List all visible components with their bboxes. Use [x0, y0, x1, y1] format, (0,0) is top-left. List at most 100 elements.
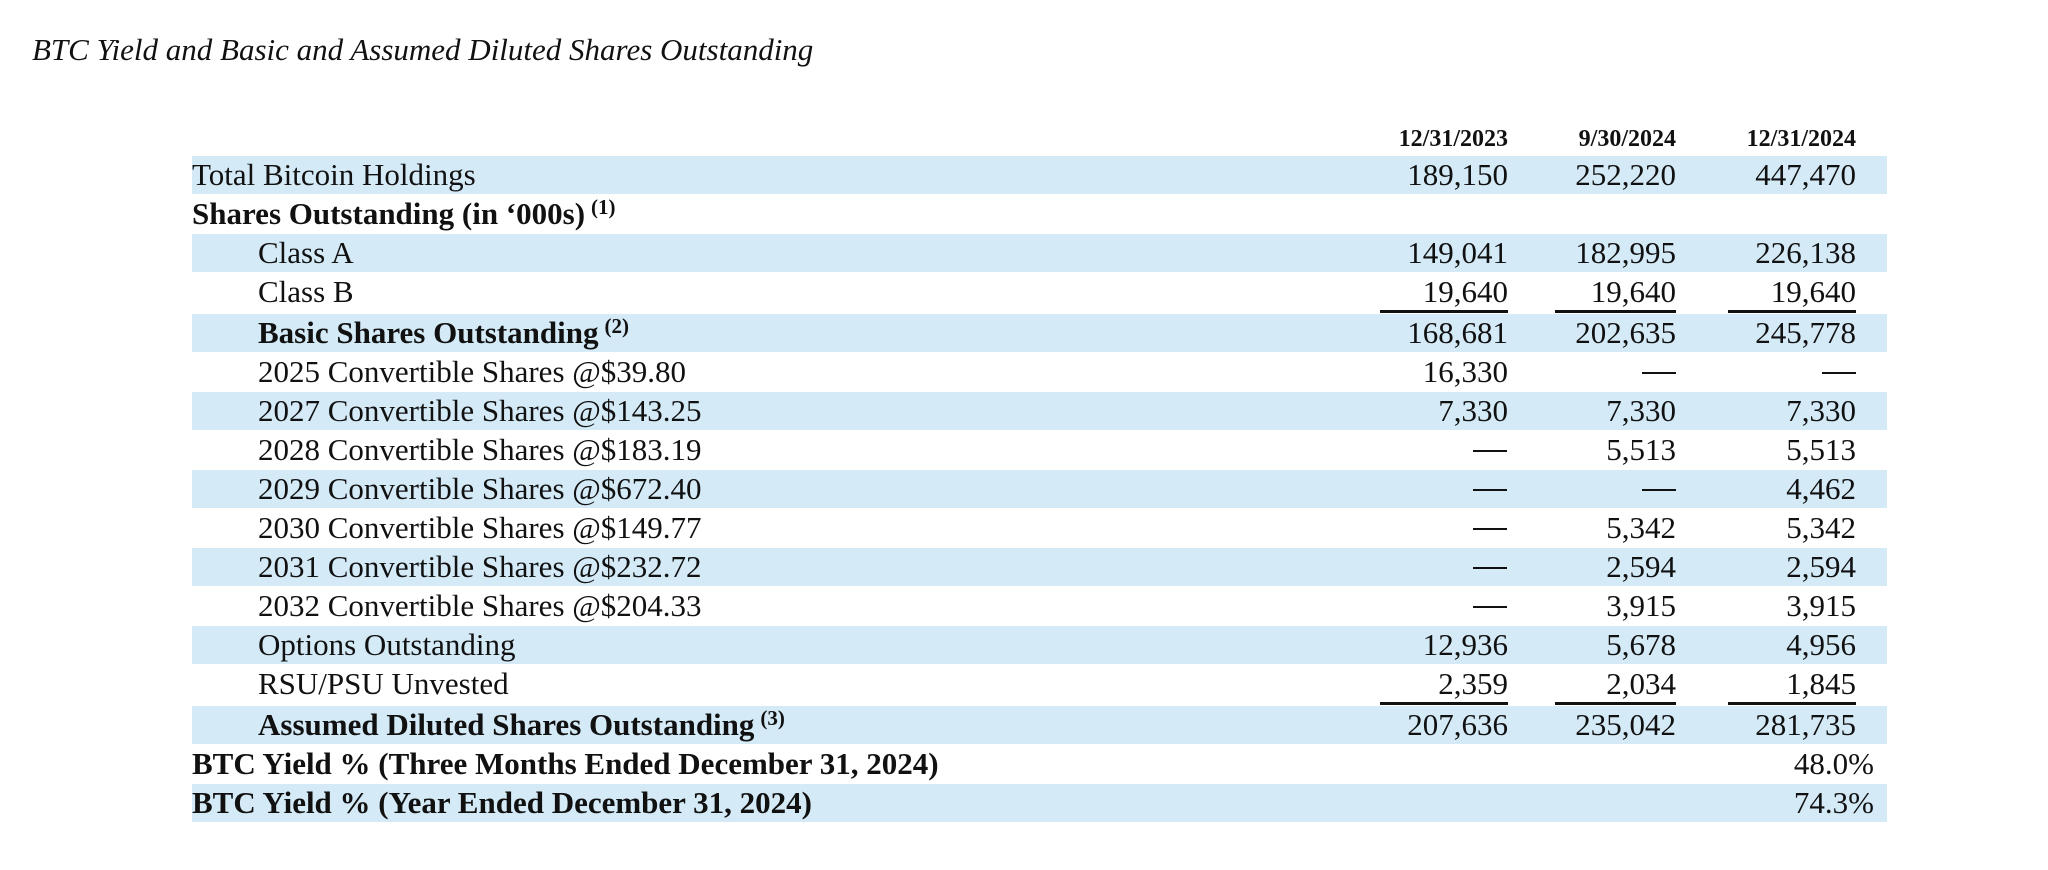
- table-row: BTC Yield % (Three Months Ended December…: [192, 745, 1887, 783]
- cell-value: 2,594: [1786, 549, 1856, 584]
- row-label: 2029 Convertible Shares @$672.40: [258, 470, 702, 508]
- cell-value: 74.3%: [1793, 785, 1874, 820]
- cell-value: 245,778: [1755, 315, 1856, 350]
- nil-dash: —: [1642, 372, 1676, 374]
- cell-value: 207,636: [1407, 707, 1508, 742]
- table-row: 2027 Convertible Shares @$143.25 7,330 7,3…: [192, 392, 1887, 430]
- cell-value: 2,034: [1606, 666, 1676, 701]
- row-label-text: Shares Outstanding (in ‘000s): [192, 196, 586, 231]
- cell-value: 5,342: [1606, 510, 1676, 545]
- row-label: Basic Shares Outstanding (2): [258, 314, 629, 355]
- cell-value: 5,678: [1606, 627, 1676, 662]
- cell-value: 189,150: [1407, 157, 1508, 192]
- cell-value: 19,640: [1770, 274, 1856, 309]
- row-label-text: 2029 Convertible Shares @$672.40: [258, 471, 702, 506]
- row-label-text: 2025 Convertible Shares @$39.80: [258, 354, 687, 389]
- table-row: Class A 149,041 182,995 226,138: [192, 234, 1887, 272]
- cell-value: 281,735: [1755, 707, 1856, 742]
- cell-value: 2,594: [1606, 549, 1676, 584]
- row-label-text: Total Bitcoin Holdings: [192, 157, 476, 192]
- subtotal-rule: [1728, 310, 1856, 313]
- cell-value: 19,640: [1590, 274, 1676, 309]
- row-label-text: Basic Shares Outstanding: [258, 315, 599, 350]
- row-label: Total Bitcoin Holdings: [192, 156, 476, 194]
- row-label: 2030 Convertible Shares @$149.77: [258, 509, 702, 547]
- cell-value: 149,041: [1407, 235, 1508, 270]
- nil-dash: —: [1642, 489, 1676, 491]
- cell-value: 3,915: [1606, 588, 1676, 623]
- cell-value: 5,342: [1786, 510, 1856, 545]
- cell-value: 447,470: [1755, 157, 1856, 192]
- row-label-text: 2028 Convertible Shares @$183.19: [258, 432, 702, 467]
- table-title: BTC Yield and Basic and Assumed Diluted …: [32, 32, 814, 67]
- row-label: Class A: [258, 234, 354, 272]
- subtotal-rule: [1555, 310, 1676, 313]
- subtotal-rule: [1728, 702, 1856, 705]
- table-row: 2032 Convertible Shares @$204.33 — 3,915 3,…: [192, 587, 1887, 625]
- cell-value: 5,513: [1606, 432, 1676, 467]
- cell-value: 7,330: [1438, 393, 1508, 428]
- cell-value: 48.0%: [1793, 746, 1874, 781]
- row-label-text: 2032 Convertible Shares @$204.33: [258, 588, 702, 623]
- cell-value: 4,462: [1786, 471, 1856, 506]
- nil-dash: —: [1822, 372, 1856, 374]
- cell-value: 182,995: [1575, 235, 1676, 270]
- footnote-marker: (1): [591, 195, 616, 219]
- row-label: 2032 Convertible Shares @$204.33: [258, 587, 702, 625]
- row-label: Options Outstanding: [258, 626, 515, 664]
- row-label: RSU/PSU Unvested: [258, 665, 509, 703]
- cell-value: 12,936: [1422, 627, 1508, 662]
- cell-value: 5,513: [1786, 432, 1856, 467]
- row-label: 2028 Convertible Shares @$183.19: [258, 431, 702, 469]
- cell-value: 235,042: [1575, 707, 1676, 742]
- row-label: Assumed Diluted Shares Outstanding (3): [258, 706, 785, 747]
- nil-dash: —: [1473, 606, 1507, 608]
- subtotal-rule: [1555, 702, 1676, 705]
- row-label: Class B: [258, 273, 354, 311]
- row-label-text: Options Outstanding: [258, 627, 516, 662]
- table-row: RSU/PSU Unvested 2,359 2,034 1,845: [192, 665, 1887, 703]
- column-header-2023-12-31: 12/31/2023: [1380, 122, 1508, 160]
- cell-value: 7,330: [1606, 393, 1676, 428]
- cell-value: 2,359: [1438, 666, 1508, 701]
- table-row: Assumed Diluted Shares Outstanding (3) 207…: [192, 706, 1887, 744]
- footnote-marker: (3): [760, 706, 785, 730]
- row-label-text: 2027 Convertible Shares @$143.25: [258, 393, 702, 428]
- row-label-text: RSU/PSU Unvested: [258, 666, 509, 701]
- row-label-text: 2030 Convertible Shares @$149.77: [258, 510, 702, 545]
- row-label-text: 2031 Convertible Shares @$232.72: [258, 549, 702, 584]
- table-row: Class B 19,640 19,640 19,640: [192, 273, 1887, 311]
- cell-value: 168,681: [1407, 315, 1508, 350]
- footnote-marker: (2): [604, 314, 630, 338]
- cell-value: 19,640: [1422, 274, 1508, 309]
- row-label: BTC Yield % (Three Months Ended December…: [192, 745, 939, 783]
- cell-value: 7,330: [1786, 393, 1856, 428]
- table-row: Basic Shares Outstanding (2) 168,681 202,63…: [192, 314, 1887, 352]
- column-header-2024-12-31: 12/31/2024: [1728, 122, 1856, 160]
- row-label: 2031 Convertible Shares @$232.72: [258, 548, 702, 586]
- row-label-text: Assumed Diluted Shares Outstanding: [258, 707, 755, 742]
- row-label: Shares Outstanding (in ‘000s) (1): [192, 195, 616, 236]
- row-label-text: BTC Yield % (Year Ended December 31, 202…: [192, 785, 812, 820]
- table-row: Total Bitcoin Holdings 189,150 252,220 447,…: [192, 156, 1887, 194]
- cell-value: 226,138: [1755, 235, 1856, 270]
- table-row: Options Outstanding 12,936 5,678 4,956: [192, 626, 1887, 664]
- cell-value: 202,635: [1575, 315, 1676, 350]
- row-label-text: Class B: [258, 274, 354, 309]
- cell-value: 1,845: [1786, 666, 1856, 701]
- row-label-text: BTC Yield % (Three Months Ended December…: [192, 746, 939, 781]
- nil-dash: —: [1473, 528, 1507, 530]
- table-row: 2028 Convertible Shares @$183.19 — 5,513 5,…: [192, 431, 1887, 469]
- row-label: BTC Yield % (Year Ended December 31, 202…: [192, 784, 812, 822]
- row-label: 2027 Convertible Shares @$143.25: [258, 392, 702, 430]
- table-row: 2029 Convertible Shares @$672.40 — — 4,462: [192, 470, 1887, 508]
- table-row: Shares Outstanding (in ‘000s) (1): [192, 195, 1887, 233]
- cell-value: 16,330: [1422, 354, 1508, 389]
- nil-dash: —: [1473, 489, 1507, 491]
- table-row: 2031 Convertible Shares @$232.72 — 2,594 2,…: [192, 548, 1887, 586]
- table-row: 2025 Convertible Shares @$39.80 16,330 — —: [192, 353, 1887, 391]
- row-label: 2025 Convertible Shares @$39.80: [258, 353, 686, 391]
- row-label-text: Class A: [258, 235, 354, 270]
- column-header-2024-09-30: 9/30/2024: [1555, 122, 1676, 160]
- subtotal-rule: [1380, 702, 1508, 705]
